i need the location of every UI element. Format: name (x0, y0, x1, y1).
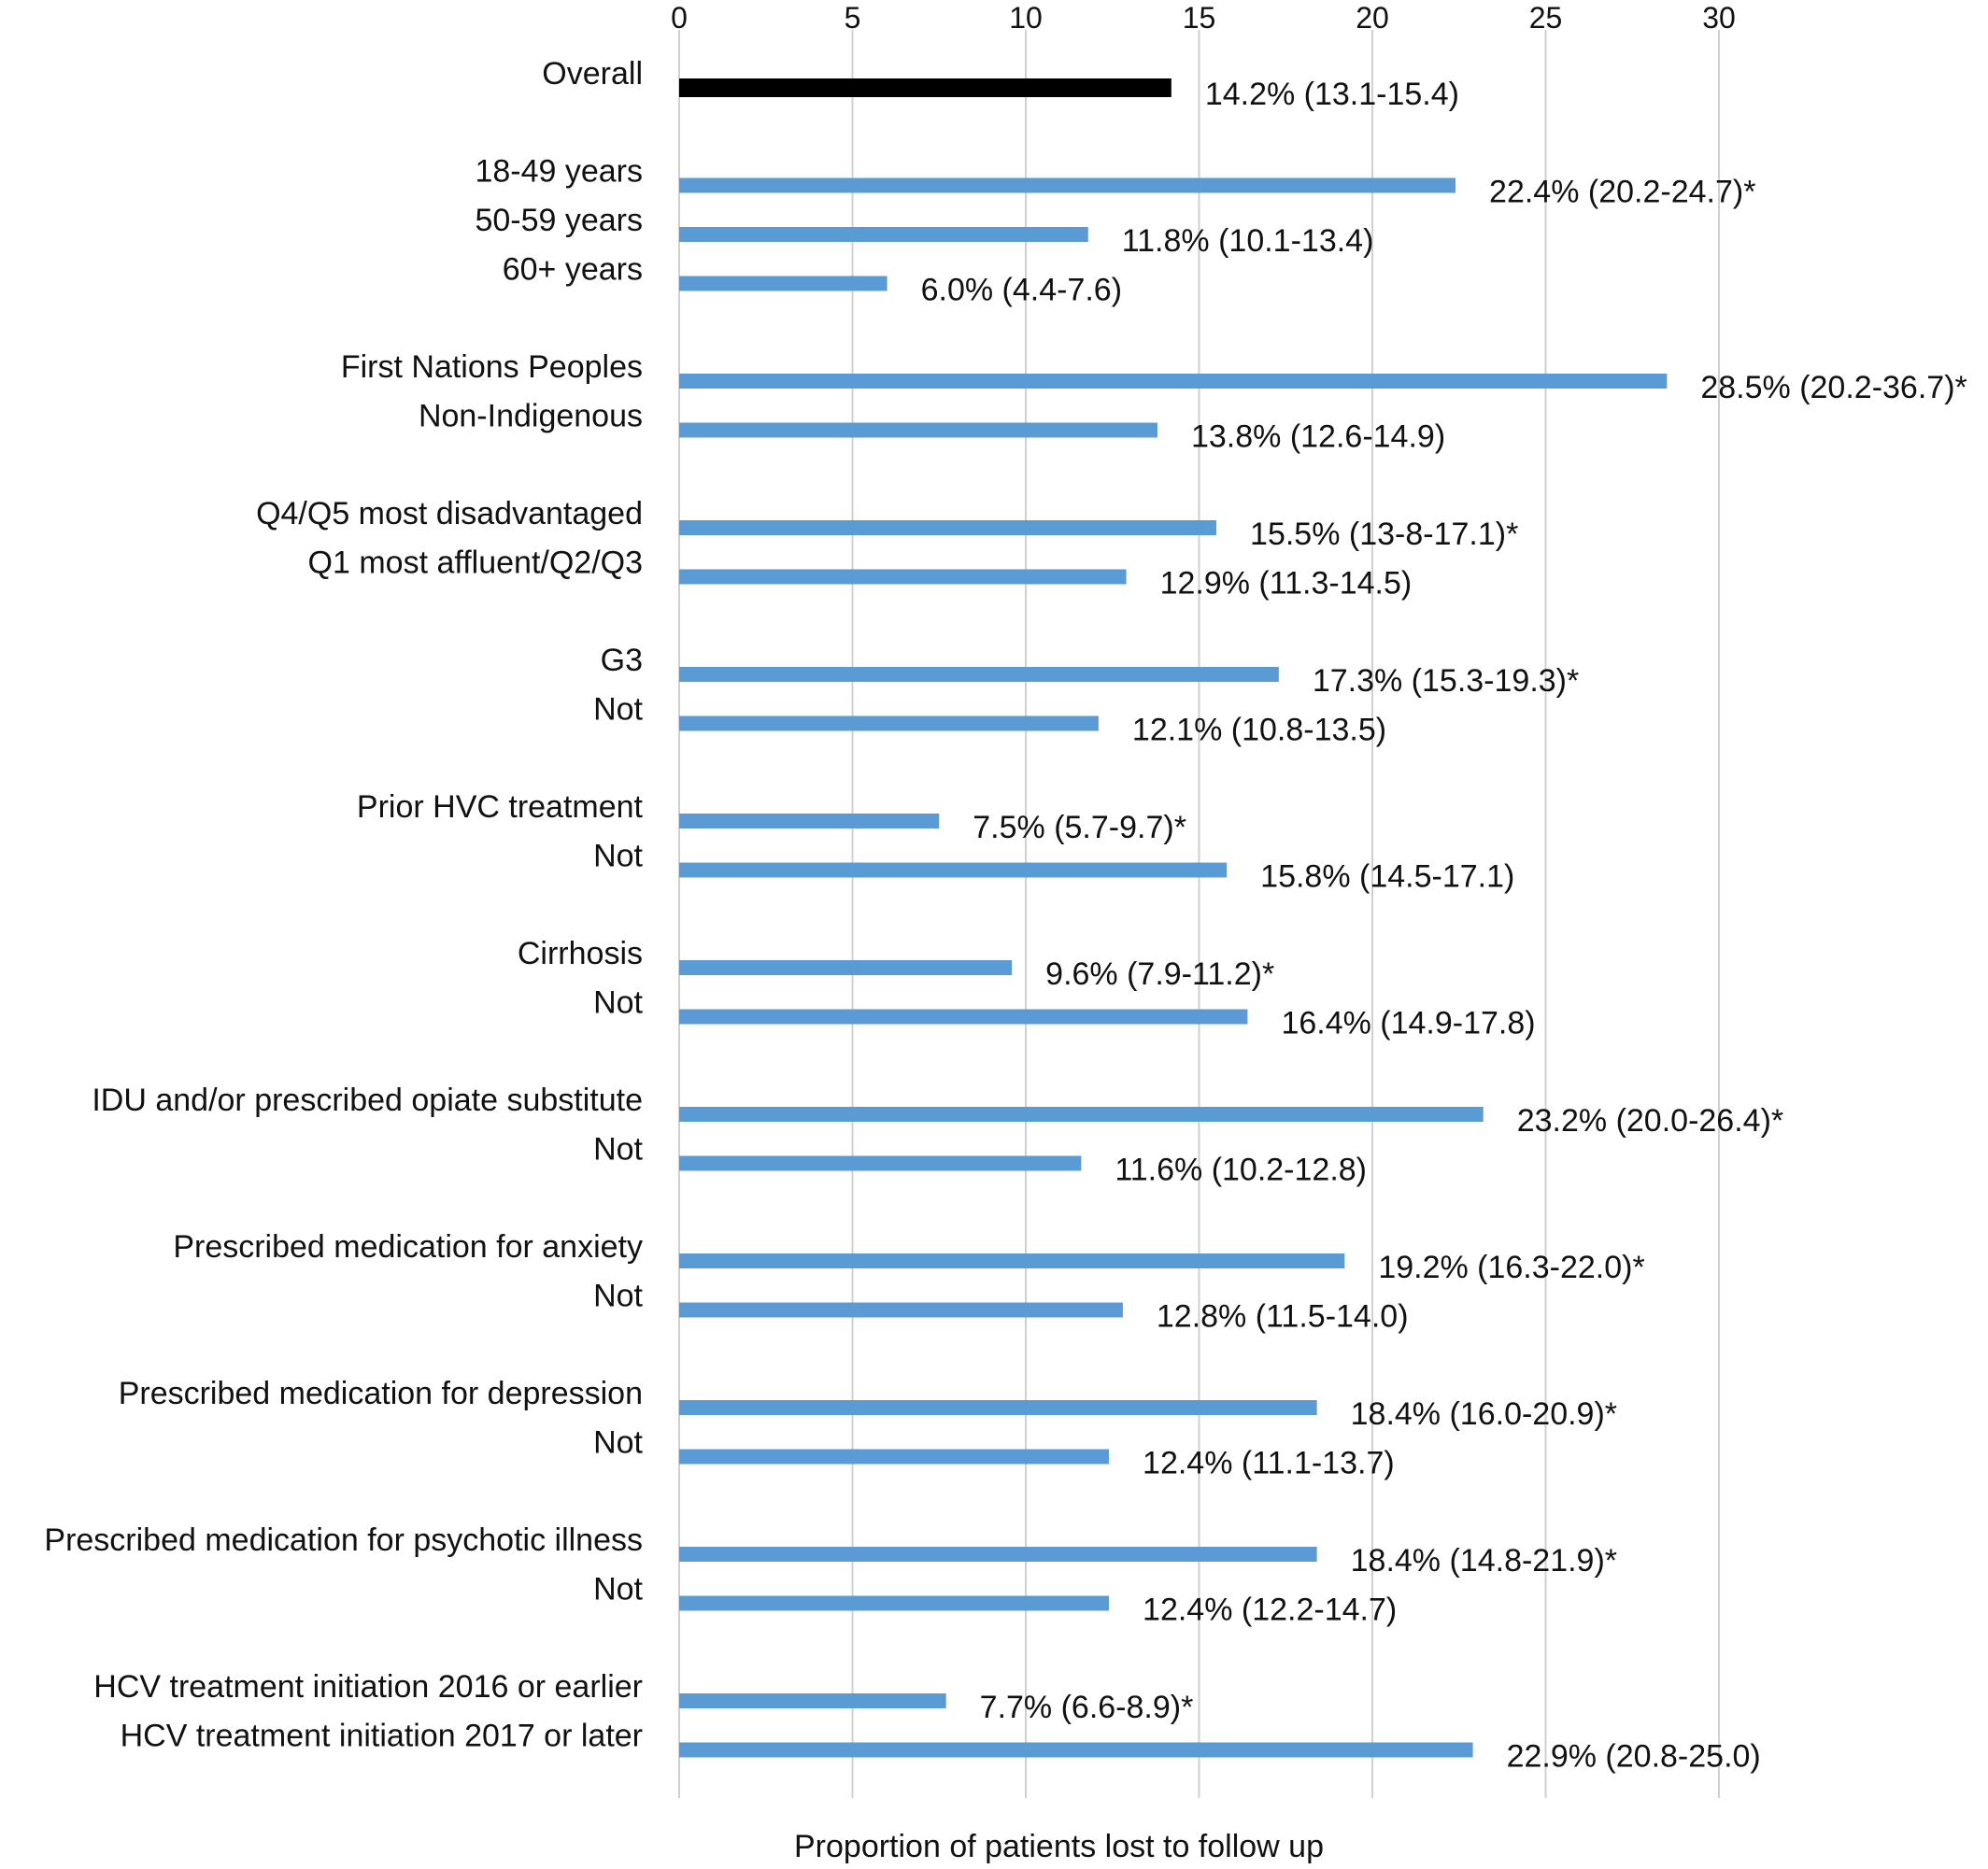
category-label: Prescribed medication for depression (119, 1376, 643, 1411)
value-label: 14.2% (13.1-15.4) (1205, 77, 1459, 112)
bar (679, 78, 1172, 97)
value-label: 22.9% (20.8-25.0) (1507, 1739, 1761, 1775)
category-label: Q4/Q5 most disadvantaged (256, 496, 643, 531)
value-label: 12.8% (11.5-14.0) (1157, 1299, 1409, 1335)
category-label: Non-Indigenous (419, 399, 643, 434)
category-label: Not (593, 1132, 643, 1168)
x-tick-label: 15 (1183, 1, 1216, 35)
value-label: 28.5% (20.2-36.7)* (1700, 370, 1967, 405)
bar (679, 1449, 1110, 1465)
x-tick-label: 25 (1529, 1, 1563, 35)
x-axis-title: Proportion of patients lost to follow up (794, 1829, 1324, 1864)
bar (679, 814, 940, 828)
category-label: 60+ years (503, 252, 643, 288)
x-axis-ticks: 0 5 10 15 20 25 30 (671, 1, 1736, 35)
bar (679, 422, 1157, 438)
value-labels: 14.2% (13.1-15.4) 22.4% (20.2-24.7)* 11.8%… (921, 77, 1967, 1775)
bar (679, 1107, 1484, 1122)
category-labels: Overall 18-49 years 50-59 years 60+ years Fi… (44, 56, 643, 1754)
category-label: Not (593, 1279, 643, 1314)
bar (679, 1155, 1082, 1171)
value-label: 12.1% (10.8-13.5) (1132, 713, 1386, 748)
bar (679, 1547, 1317, 1562)
value-label: 6.0% (4.4-7.6) (921, 273, 1122, 308)
category-label: Not (593, 839, 643, 874)
bar (679, 1400, 1317, 1415)
category-label: Not (593, 1425, 643, 1461)
bar (679, 862, 1228, 878)
category-label: HCV treatment initiation 2017 or later (121, 1719, 643, 1754)
x-tick-label: 10 (1009, 1, 1043, 35)
value-label: 9.6% (7.9-11.2)* (1045, 956, 1274, 992)
category-label: G3 (601, 643, 643, 678)
value-label: 17.3% (15.3-19.3)* (1313, 663, 1579, 699)
category-label: Not (593, 1572, 643, 1607)
x-tick-label: 30 (1702, 1, 1736, 35)
bar (679, 374, 1668, 389)
value-label: 15.5% (13-8-17.1)* (1250, 517, 1518, 552)
bar (679, 177, 1456, 193)
category-label: Not (593, 985, 643, 1021)
value-label: 15.8% (14.5-17.1) (1260, 859, 1514, 895)
value-label: 18.4% (14.8-21.9)* (1351, 1543, 1617, 1579)
value-label: 7.5% (5.7-9.7)* (973, 810, 1186, 845)
value-label: 19.2% (16.3-22.0)* (1378, 1250, 1644, 1285)
bar (679, 1302, 1123, 1318)
value-label: 12.4% (12.2-14.7) (1143, 1593, 1397, 1628)
value-label: 18.4% (16.0-20.9)* (1351, 1396, 1617, 1432)
value-label: 12.9% (11.3-14.5) (1160, 566, 1413, 602)
bar (679, 227, 1088, 242)
value-label: 16.4% (14.9-17.8) (1281, 1006, 1535, 1041)
value-label: 23.2% (20.0-26.4)* (1517, 1103, 1783, 1139)
bars (679, 78, 1668, 1758)
value-label: 11.8% (10.1-13.4) (1122, 223, 1374, 259)
category-label: Not (593, 692, 643, 728)
value-label: 11.6% (10.2-12.8) (1115, 1153, 1367, 1188)
value-label: 12.4% (11.1-13.7) (1143, 1446, 1395, 1481)
category-label: Q1 most affluent/Q2/Q3 (308, 545, 643, 581)
bar (679, 960, 1013, 975)
bar (679, 1253, 1345, 1268)
bar (679, 715, 1099, 731)
category-label: Cirrhosis (518, 936, 643, 971)
gridlines (678, 30, 1720, 1798)
category-label: First Nations Peoples (341, 349, 643, 385)
category-label: 50-59 years (475, 203, 643, 238)
bar (679, 667, 1279, 682)
bar (679, 276, 888, 291)
category-label: Overall (542, 56, 643, 92)
value-label: 7.7% (6.6-8.9)* (980, 1690, 1194, 1725)
bar (679, 520, 1217, 535)
bar (679, 1595, 1110, 1611)
category-label: Prior HVC treatment (357, 789, 644, 825)
x-tick-label: 20 (1356, 1, 1389, 35)
x-tick-label: 5 (845, 1, 861, 35)
value-label: 13.8% (12.6-14.9) (1191, 419, 1445, 455)
bar (679, 1693, 946, 1708)
category-label: 18-49 years (475, 154, 643, 190)
category-label: Prescribed medication for psychotic illn… (44, 1522, 643, 1558)
bar (679, 569, 1127, 585)
category-label: IDU and/or prescribed opiate substitute (92, 1083, 643, 1118)
value-label: 22.4% (20.2-24.7)* (1489, 175, 1755, 210)
bar (679, 1009, 1248, 1025)
bar (679, 1742, 1473, 1758)
x-tick-label: 0 (671, 1, 688, 35)
category-label: HCV treatment initiation 2016 or earlier (93, 1669, 643, 1705)
category-label: Prescribed medication for anxiety (173, 1229, 643, 1265)
